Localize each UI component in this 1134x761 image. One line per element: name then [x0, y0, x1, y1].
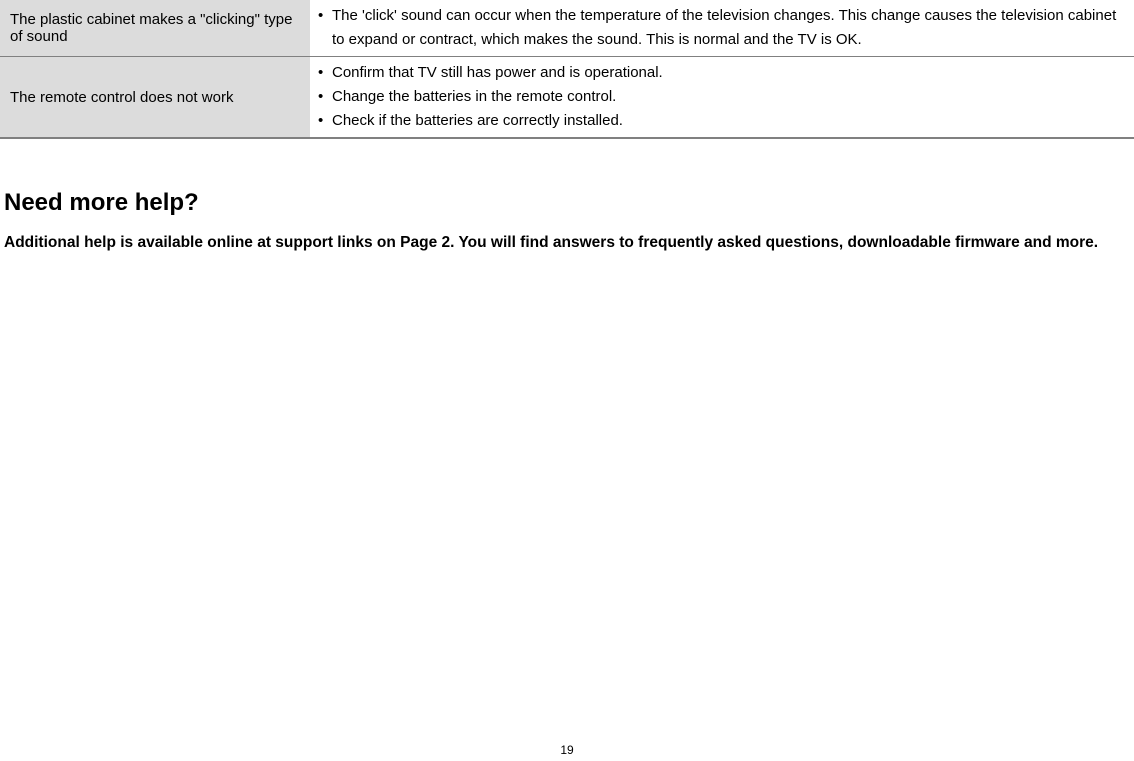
solution-list: Confirm that TV still has power and is o…	[316, 61, 1124, 133]
issue-cell: The remote control does not work	[0, 57, 310, 139]
page-number: 19	[560, 743, 573, 757]
solution-item: Change the batteries in the remote contr…	[316, 85, 1124, 109]
solution-cell: The 'click' sound can occur when the tem…	[310, 0, 1134, 57]
solution-item: Confirm that TV still has power and is o…	[316, 61, 1124, 85]
section-heading: Need more help?	[4, 189, 1134, 217]
section-subtext: Additional help is available online at s…	[4, 231, 1109, 254]
table-row: The remote control does not work Confirm…	[0, 57, 1134, 139]
issue-text: The remote control does not work	[10, 89, 233, 106]
solution-item: Check if the batteries are correctly ins…	[316, 109, 1124, 133]
solution-cell: Confirm that TV still has power and is o…	[310, 57, 1134, 139]
solution-item: The 'click' sound can occur when the tem…	[316, 4, 1124, 52]
troubleshooting-table: The plastic cabinet makes a "clicking" t…	[0, 0, 1134, 139]
issue-text: The plastic cabinet makes a "clicking" t…	[10, 11, 292, 45]
table-row: The plastic cabinet makes a "clicking" t…	[0, 0, 1134, 57]
issue-cell: The plastic cabinet makes a "clicking" t…	[0, 0, 310, 57]
solution-list: The 'click' sound can occur when the tem…	[316, 4, 1124, 52]
